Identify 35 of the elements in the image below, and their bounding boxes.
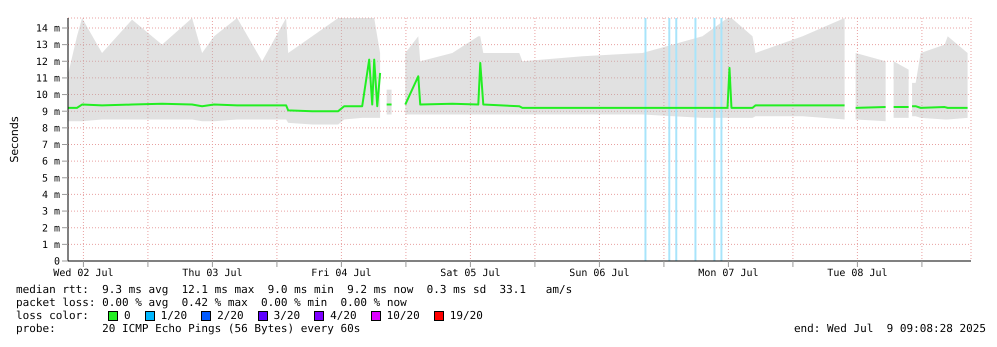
y-tick-label: 10 m bbox=[36, 90, 60, 102]
x-tick-label: Tue 08 Jul bbox=[827, 268, 888, 280]
x-tick-label: Thu 03 Jul bbox=[182, 268, 243, 280]
text: packet loss: 0.00 % avg 0.42 % max 0.00 % min 0.00 % now bbox=[16, 296, 408, 309]
legend-label: 3/20 bbox=[272, 309, 300, 322]
y-tick-label: 8 m bbox=[42, 123, 60, 134]
y-tick-label: 13 m bbox=[36, 40, 60, 52]
text: median rtt: 9.3 ms avg 12.1 ms max 9.0 ms min 9.2 ms now 0.3 ms sd 33.1 am/s bbox=[16, 283, 574, 296]
legend-title: loss color: bbox=[16, 309, 90, 322]
legend-label: 10/20 bbox=[386, 309, 420, 322]
y-tick-label: 0 bbox=[54, 256, 60, 268]
y-tick-label: 1 m bbox=[42, 240, 60, 251]
text: end: Wed Jul 9 09:08:28 2025 bbox=[794, 322, 986, 335]
x-tick-label: Sat 05 Jul bbox=[440, 268, 501, 280]
x-tick-label: Mon 07 Jul bbox=[698, 268, 759, 280]
legend-label: 0 bbox=[123, 309, 131, 322]
y-tick-label: 11 m bbox=[36, 73, 60, 84]
y-tick-label: 2 m bbox=[42, 223, 60, 234]
legend-label: 19/20 bbox=[448, 309, 483, 322]
x-tick-label: Fri 04 Jul bbox=[311, 268, 372, 280]
text: probe: 20 ICMP Echo Pings (56 Bytes) every 60s bbox=[16, 322, 360, 335]
y-tick-label: 9 m bbox=[42, 106, 60, 118]
y-tick-label: 7 m bbox=[42, 140, 60, 152]
x-tick-label: Wed 02 Jul bbox=[53, 268, 114, 280]
legend-label: 4/20 bbox=[329, 309, 357, 322]
legend-label: 2/20 bbox=[216, 309, 244, 322]
y-tick-label: 3 m bbox=[42, 206, 60, 218]
x-tick-label: Sun 06 Jul bbox=[569, 268, 630, 280]
y-tick-label: 4 m bbox=[42, 190, 60, 201]
legend-label: 1/20 bbox=[160, 309, 188, 322]
y-axis-title: Seconds bbox=[8, 116, 21, 163]
y-tick-label: 5 m bbox=[42, 173, 60, 184]
y-tick-label: 12 m bbox=[36, 56, 60, 68]
y-tick-label: 6 m bbox=[42, 156, 60, 168]
y-tick-label: 14 m bbox=[36, 24, 60, 35]
